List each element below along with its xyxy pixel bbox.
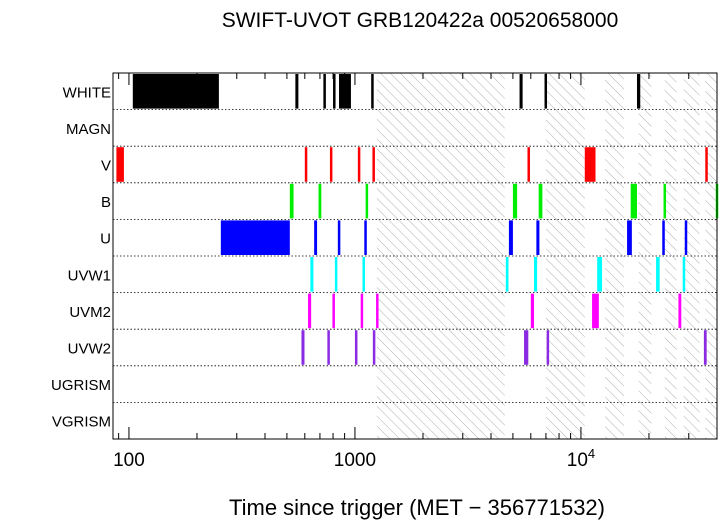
filter-label-uvw2: UVW2	[68, 341, 111, 358]
exposure-bar-white	[132, 74, 219, 109]
exposure-bar-u	[684, 220, 688, 255]
exposure-bar-white	[338, 74, 351, 109]
x-tick-label: 100	[113, 450, 145, 471]
exposure-bar-uvw2	[372, 330, 376, 365]
row-separators	[113, 109, 717, 403]
exposure-bar-u	[662, 220, 665, 255]
exposure-bar-uvw2	[546, 330, 550, 365]
exposure-bar-uvw1	[505, 257, 509, 292]
filter-label-white: WHITE	[63, 84, 111, 101]
filter-label-ugrism: UGRISM	[51, 377, 111, 394]
exposure-bar-u	[337, 220, 341, 255]
exposure-bar-uvw1	[310, 257, 314, 292]
exposure-bar-uvw1	[597, 257, 603, 292]
chart-title: SWIFT-UVOT GRB120422a 00520658000	[222, 9, 619, 32]
exposure-bar-uvm2	[332, 293, 335, 329]
exposure-bar-uvw2	[301, 330, 305, 365]
exposure-bar-b	[538, 183, 543, 219]
exposure-bar-b	[663, 183, 667, 219]
exposure-bar-uvw2	[327, 330, 330, 365]
exposure-bar-white	[333, 74, 336, 109]
exposure-bar-v	[584, 147, 596, 182]
exposure-bar-uvw2	[703, 330, 707, 365]
exposure-bars	[116, 74, 719, 365]
hatched-interval	[376, 73, 505, 439]
exposure-bar-uvw2	[524, 330, 529, 365]
exposure-bar-v	[705, 147, 708, 182]
exposure-bar-uvw1	[682, 257, 686, 292]
filter-label-u: U	[100, 231, 111, 248]
exposure-bar-white	[323, 74, 326, 109]
x-axis: 100 1000 104	[113, 446, 595, 471]
exposure-bar-v	[116, 147, 124, 182]
exposure-bar-white	[371, 74, 374, 109]
exposure-bar-u	[364, 220, 367, 255]
exposure-bar-b	[365, 183, 369, 219]
hatched-regions	[376, 73, 717, 439]
plot-frame	[112, 72, 718, 440]
x-axis-label: Time since trigger (MET − 356771532)	[229, 495, 605, 520]
exposure-bar-v	[304, 147, 308, 182]
exposure-bar-white	[544, 74, 548, 109]
exposure-bar-uvw2	[354, 330, 358, 365]
filter-label-vgrism: VGRISM	[52, 414, 111, 431]
filter-label-b: B	[101, 194, 111, 211]
exposure-bar-u	[536, 220, 540, 255]
exposure-bar-uvw1	[534, 257, 538, 292]
plot-border	[112, 72, 718, 440]
exposure-bar-uvm2	[678, 293, 682, 329]
exposure-bar-uvm2	[530, 293, 535, 329]
exposure-bar-uvw1	[656, 257, 660, 292]
filter-label-magn: MAGN	[66, 121, 111, 138]
exposure-bar-uvm2	[592, 293, 599, 329]
exposure-bar-b	[318, 183, 322, 219]
exposure-bar-v	[357, 147, 361, 182]
filter-label-uvw1: UVW1	[68, 267, 111, 284]
exposure-bar-uvm2	[308, 293, 312, 329]
exposure-bar-u	[508, 220, 513, 255]
exposure-bar-uvw1	[334, 257, 338, 292]
exposure-bar-u	[627, 220, 632, 255]
filter-labels: WHITE MAGN V B U UVW1 UVM2 UVW2 UGRISM VGRISM	[51, 84, 111, 430]
hatched-interval	[705, 73, 717, 439]
filter-label-uvm2: UVM2	[69, 304, 111, 321]
filter-label-v: V	[101, 158, 111, 175]
exposure-bar-white	[636, 74, 641, 109]
exposure-bar-b	[512, 183, 518, 219]
exposure-bar-v	[329, 147, 333, 182]
exposure-bar-u	[314, 220, 318, 255]
exposure-bar-white	[519, 74, 523, 109]
exposure-bar-b	[289, 183, 294, 219]
exposure-bar-uvw1	[362, 257, 365, 292]
exposure-bar-v	[372, 147, 375, 182]
exposure-bar-b	[630, 183, 637, 219]
x-tick-label: 104	[567, 446, 595, 471]
exposure-bar-uvm2	[376, 293, 379, 329]
exposure-bar-v	[527, 147, 530, 182]
x-tick-label: 1000	[334, 450, 376, 471]
exposure-bar-white	[295, 74, 299, 109]
exposure-bar-uvm2	[360, 293, 364, 329]
exposure-bar-u	[220, 220, 290, 255]
